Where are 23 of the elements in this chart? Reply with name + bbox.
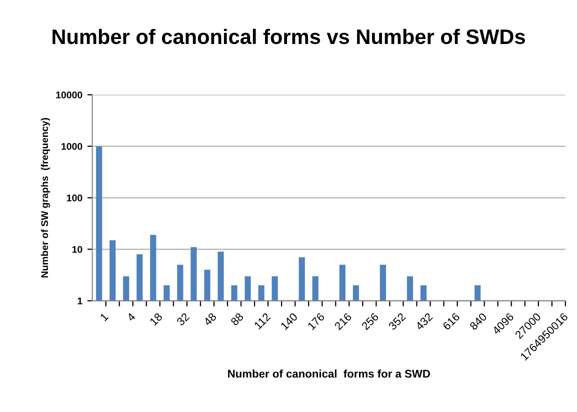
x-tick-label: 256: [361, 312, 380, 330]
x-tick-label: 18: [149, 312, 163, 326]
x-tick-label: 616: [442, 312, 460, 330]
x-tick-label: 4: [126, 312, 136, 322]
x-axis-title: Number of canonical forms for a SWD: [228, 370, 430, 378]
y-tick-label: 1000: [62, 142, 82, 150]
x-tick-label: 432: [414, 312, 434, 331]
x-tick-label: 112: [254, 312, 271, 330]
x-tick-label: 140: [280, 312, 298, 330]
y-tick-label: 10000: [56, 91, 82, 98]
y-tick-label: 10: [72, 246, 82, 253]
y-tick-label: 1: [78, 298, 82, 304]
x-tick-label: 216: [334, 312, 352, 330]
x-tick-label: 1: [100, 312, 109, 322]
x-tick-label: 48: [203, 312, 217, 326]
chart-title: Number of canonical forms vs Number of SWDs: [52, 28, 525, 44]
x-tick-label: 176: [307, 312, 325, 330]
x-tick-label: 32: [176, 312, 190, 326]
x-tick-label: 88: [230, 312, 244, 326]
y-axis-title: Number of SW graphs (frequency): [40, 118, 50, 278]
y-tick-label: 100: [66, 194, 82, 202]
x-tick-label: 840: [469, 312, 488, 330]
x-tick-label: 352: [388, 312, 406, 330]
